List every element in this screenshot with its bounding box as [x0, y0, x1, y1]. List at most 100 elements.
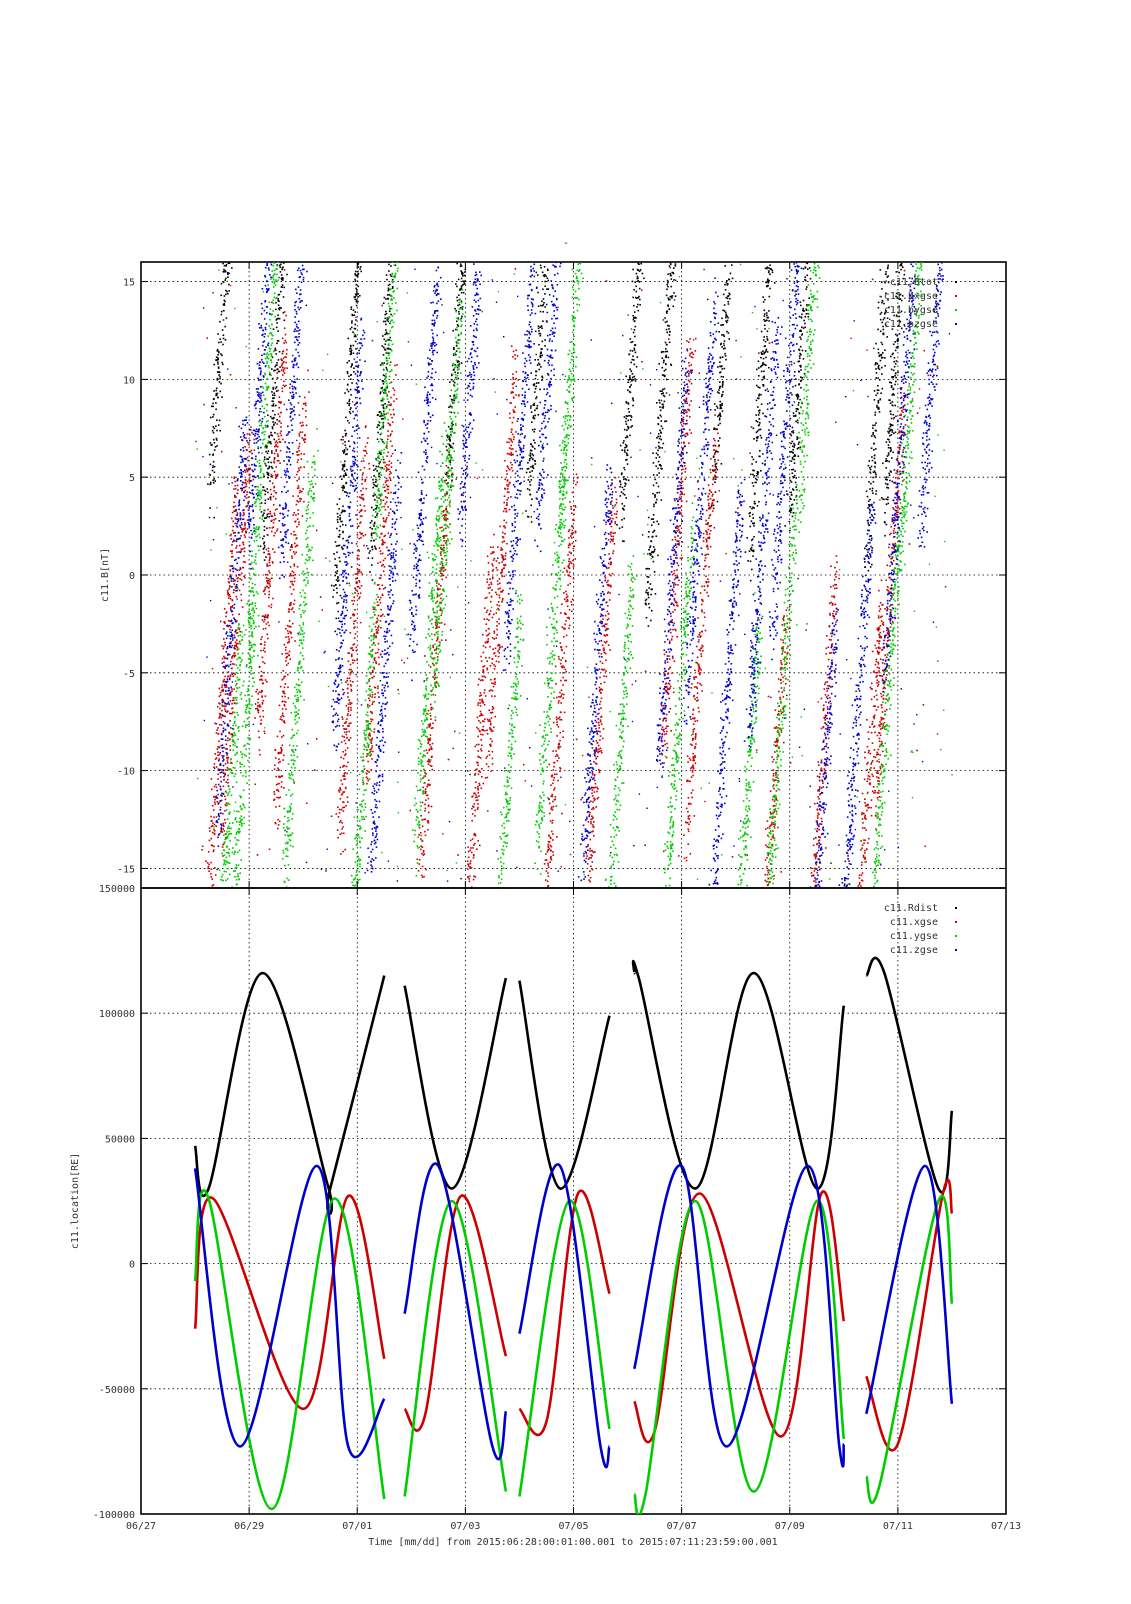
data-point	[768, 272, 770, 274]
data-point	[247, 442, 249, 444]
data-point	[214, 799, 216, 801]
data-point	[228, 595, 230, 597]
data-point	[284, 644, 286, 646]
data-point	[356, 301, 358, 303]
data-point	[359, 522, 361, 524]
data-point	[548, 202, 550, 204]
data-point	[800, 338, 802, 340]
data-point	[812, 126, 814, 128]
data-point	[891, 203, 893, 205]
data-point	[663, 406, 665, 408]
data-point	[892, 156, 894, 158]
data-point	[554, 128, 556, 130]
data-point	[795, 455, 797, 457]
data-point	[348, 731, 350, 733]
data-point	[211, 789, 213, 791]
data-point	[221, 396, 223, 398]
data-point	[901, 265, 903, 267]
data-point	[789, 498, 791, 500]
data-point	[882, 463, 884, 465]
data-point	[287, 232, 289, 234]
data-point	[763, 319, 765, 321]
data-point	[372, 487, 374, 489]
data-point	[878, 401, 880, 403]
data-point	[639, 304, 641, 306]
data-point	[261, 502, 263, 504]
data-point	[346, 766, 348, 768]
data-point	[282, 374, 284, 376]
data-point	[870, 566, 872, 568]
data-point	[737, 122, 739, 124]
data-point	[645, 112, 647, 114]
data-point	[797, 422, 799, 424]
data-point	[224, 676, 226, 678]
data-point	[650, 594, 652, 596]
data-point	[624, 451, 626, 453]
magnetic-field-data	[195, 62, 953, 1051]
data-point	[875, 412, 877, 414]
data-point	[351, 382, 353, 384]
data-point	[874, 458, 876, 460]
data-point	[632, 373, 634, 375]
data-point	[278, 300, 280, 302]
data-point	[360, 510, 362, 512]
data-point	[339, 519, 341, 521]
data-point	[906, 204, 908, 206]
data-point	[762, 463, 764, 465]
data-point	[236, 596, 238, 598]
data-point	[282, 367, 284, 369]
data-point	[343, 775, 345, 777]
data-point	[673, 267, 675, 269]
data-point	[749, 515, 751, 517]
data-point	[236, 575, 238, 577]
data-point	[304, 434, 306, 436]
data-point	[339, 812, 341, 814]
data-point	[627, 389, 629, 391]
data-point	[753, 525, 755, 527]
data-point	[336, 603, 338, 605]
data-point	[635, 317, 637, 319]
data-point	[382, 614, 384, 616]
data-point	[393, 414, 395, 416]
data-point	[630, 350, 632, 352]
data-point	[209, 454, 211, 456]
data-point	[387, 294, 389, 296]
data-point	[793, 443, 795, 445]
data-point	[870, 469, 872, 471]
data-point	[284, 676, 286, 678]
data-point	[663, 351, 665, 353]
data-point	[340, 780, 342, 782]
data-point	[274, 453, 276, 455]
data-point	[545, 201, 547, 203]
data-point	[360, 504, 362, 506]
data-point	[360, 469, 362, 471]
data-point	[634, 329, 636, 331]
data-point	[342, 725, 344, 727]
data-point	[632, 350, 634, 352]
data-point	[358, 598, 360, 600]
data-point	[263, 650, 265, 652]
data-point	[797, 420, 799, 422]
data-point	[904, 225, 906, 227]
data-point	[344, 722, 346, 724]
data-point	[214, 834, 216, 836]
data-point	[645, 129, 647, 131]
data-point	[623, 467, 625, 469]
data-point	[342, 524, 344, 526]
data-point	[540, 267, 542, 269]
data-point	[275, 450, 277, 452]
data-point	[339, 498, 341, 500]
data-point	[778, 192, 780, 194]
data-point	[343, 810, 345, 812]
data-point	[229, 253, 231, 255]
data-point	[544, 281, 546, 283]
data-point	[763, 358, 765, 360]
data-point	[669, 334, 671, 336]
data-point	[339, 791, 341, 793]
data-point	[632, 397, 634, 399]
data-point	[286, 162, 288, 164]
data-point	[673, 279, 675, 281]
data-point	[359, 236, 361, 238]
data-point	[339, 545, 341, 547]
data-point	[264, 559, 266, 561]
